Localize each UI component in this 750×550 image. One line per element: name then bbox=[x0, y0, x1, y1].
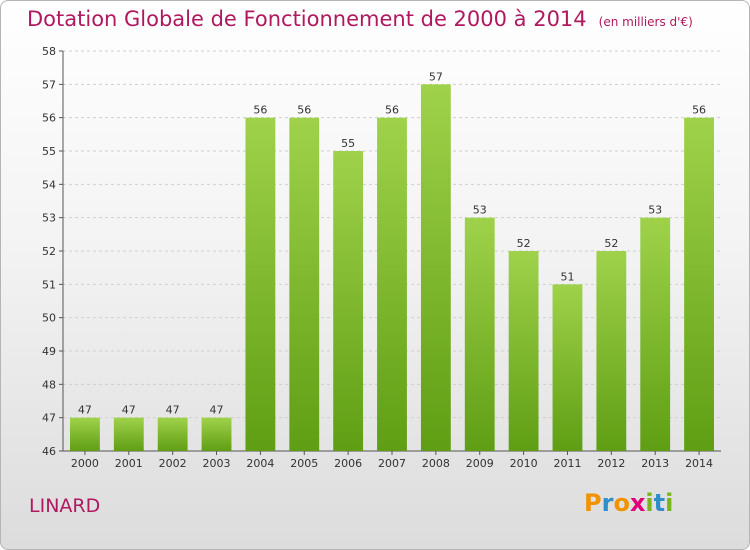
bar-2012 bbox=[596, 251, 627, 451]
logo-letter: i bbox=[665, 489, 674, 517]
x-tick-label-2013: 2013 bbox=[641, 457, 669, 470]
value-label-2003: 47 bbox=[210, 404, 224, 417]
bar-2000 bbox=[70, 417, 100, 451]
proxiti-logo: Proxiti bbox=[584, 489, 673, 517]
y-tick-label: 53 bbox=[42, 212, 56, 225]
value-label-2004: 56 bbox=[253, 104, 267, 117]
x-tick-label-2010: 2010 bbox=[510, 457, 538, 470]
logo-letter: P bbox=[584, 489, 602, 517]
chart-title: Dotation Globale de Fonctionnement de 20… bbox=[27, 7, 693, 31]
bar-2007 bbox=[377, 117, 407, 452]
bar-2002 bbox=[157, 417, 188, 451]
logo-letter: o bbox=[613, 489, 630, 517]
value-label-2007: 56 bbox=[385, 104, 399, 117]
value-label-2014: 56 bbox=[692, 104, 706, 117]
value-label-2009: 53 bbox=[473, 204, 487, 217]
bar-2001 bbox=[113, 417, 144, 451]
chart-unit: (en milliers d'€) bbox=[598, 15, 693, 29]
x-tick-label-2012: 2012 bbox=[597, 457, 625, 470]
bar-2008 bbox=[420, 84, 451, 451]
bar-2011 bbox=[552, 284, 583, 451]
bar-2009 bbox=[464, 217, 495, 451]
value-label-2011: 51 bbox=[560, 270, 574, 283]
x-tick-label-2004: 2004 bbox=[246, 457, 274, 470]
value-label-2006: 55 bbox=[341, 137, 355, 150]
y-tick-label: 57 bbox=[42, 78, 56, 91]
logo-letter: t bbox=[653, 489, 666, 517]
y-tick-label: 47 bbox=[42, 412, 56, 425]
x-tick-label-2001: 2001 bbox=[115, 457, 143, 470]
logo-letter: i bbox=[645, 489, 654, 517]
x-tick-label-2006: 2006 bbox=[334, 457, 362, 470]
y-tick-label: 55 bbox=[42, 145, 56, 158]
y-tick-label: 49 bbox=[42, 345, 56, 358]
bar-2004 bbox=[245, 117, 276, 452]
commune-name: LINARD bbox=[29, 495, 101, 517]
bar-2006 bbox=[333, 151, 364, 451]
y-tick-label: 52 bbox=[42, 245, 56, 258]
value-label-2010: 52 bbox=[517, 237, 531, 250]
value-label-2001: 47 bbox=[122, 404, 136, 417]
value-label-2008: 57 bbox=[429, 70, 443, 83]
bar-2005 bbox=[289, 117, 320, 452]
x-tick-label-2005: 2005 bbox=[290, 457, 318, 470]
x-tick-label-2007: 2007 bbox=[378, 457, 406, 470]
y-tick-label: 48 bbox=[42, 378, 56, 391]
value-label-2000: 47 bbox=[78, 404, 92, 417]
x-tick-label-2014: 2014 bbox=[685, 457, 713, 470]
value-label-2005: 56 bbox=[297, 104, 311, 117]
x-tick-label-2002: 2002 bbox=[159, 457, 187, 470]
y-tick-label: 56 bbox=[42, 112, 56, 125]
bar-2014 bbox=[684, 117, 714, 452]
x-tick-label-2008: 2008 bbox=[422, 457, 450, 470]
logo-letter: r bbox=[601, 489, 614, 517]
bar-2003 bbox=[201, 417, 232, 451]
y-tick-label: 58 bbox=[42, 45, 56, 58]
bar-2010 bbox=[508, 251, 539, 451]
logo-letter: x bbox=[629, 489, 646, 517]
y-tick-label: 50 bbox=[42, 312, 56, 325]
value-label-2013: 53 bbox=[648, 204, 662, 217]
value-label-2002: 47 bbox=[166, 404, 180, 417]
x-tick-label-2011: 2011 bbox=[553, 457, 581, 470]
bar-2013 bbox=[640, 217, 671, 451]
x-tick-label-2009: 2009 bbox=[466, 457, 494, 470]
y-tick-label: 46 bbox=[42, 445, 56, 458]
value-label-2012: 52 bbox=[604, 237, 618, 250]
y-tick-label: 54 bbox=[42, 178, 56, 191]
x-tick-label-2000: 2000 bbox=[71, 457, 99, 470]
x-tick-label-2003: 2003 bbox=[203, 457, 231, 470]
y-tick-label: 51 bbox=[42, 278, 56, 291]
